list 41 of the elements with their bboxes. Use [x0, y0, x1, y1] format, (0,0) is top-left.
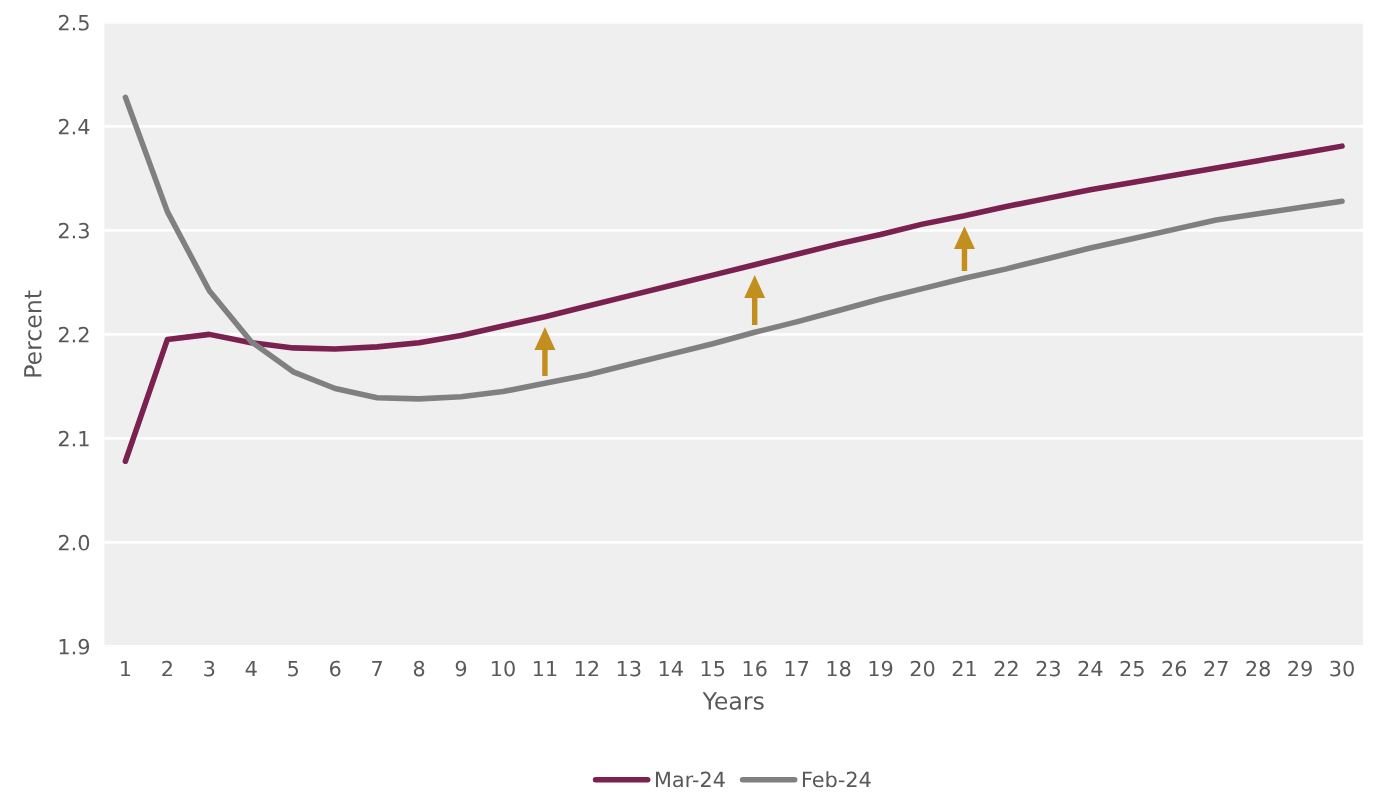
- x-tick-label: 21: [952, 660, 976, 677]
- x-tick-label: 8: [413, 660, 425, 677]
- y-tick-label: 2.0: [58, 534, 90, 551]
- x-tick-label: 14: [659, 660, 683, 677]
- legend-label: Feb-24: [802, 771, 871, 788]
- x-tick-label: 6: [329, 660, 341, 677]
- x-tick-label: 9: [455, 660, 467, 677]
- x-tick-label: 12: [575, 660, 599, 677]
- x-tick-label: 1: [121, 660, 131, 677]
- y-tick-label: 1.9: [59, 638, 90, 655]
- x-tick-label: 3: [204, 660, 215, 677]
- x-tick-label: 19: [869, 660, 893, 677]
- y-tick-label: 2.3: [58, 222, 89, 239]
- x-tick-label: 22: [994, 660, 1018, 677]
- x-tick-label: 5: [288, 660, 299, 677]
- x-tick-label: 11: [533, 660, 557, 677]
- x-tick-label: 20: [910, 660, 935, 677]
- x-tick-label: 28: [1246, 660, 1270, 677]
- x-tick-label: 2: [162, 660, 172, 677]
- x-tick-label: 10: [492, 660, 515, 677]
- x-axis-title: Years: [702, 692, 764, 710]
- x-tick-label: 24: [1078, 660, 1103, 677]
- x-tick-label: 18: [827, 660, 851, 677]
- x-tick-label: 7: [372, 660, 382, 677]
- x-tick-label: 25: [1120, 660, 1144, 677]
- x-tick-label: 15: [701, 660, 725, 677]
- y-axis-title: Percent: [24, 290, 42, 377]
- x-tick-label: 4: [245, 660, 257, 677]
- y-tick-label: 2.4: [58, 118, 90, 135]
- x-tick-label: 26: [1162, 660, 1187, 677]
- x-tick-label: 29: [1288, 660, 1312, 677]
- x-tick-label: 23: [1036, 660, 1060, 677]
- legend-label: Mar-24: [655, 771, 725, 788]
- x-tick-label: 17: [785, 660, 809, 677]
- y-tick-label: 2.1: [58, 430, 89, 447]
- y-tick-label: 2.5: [58, 14, 89, 31]
- x-tick-label: 27: [1204, 660, 1228, 677]
- x-tick-label: 16: [743, 660, 767, 677]
- y-tick-label: 2.2: [58, 326, 89, 343]
- x-tick-label: 30: [1330, 660, 1354, 677]
- x-tick-label: 13: [617, 660, 641, 677]
